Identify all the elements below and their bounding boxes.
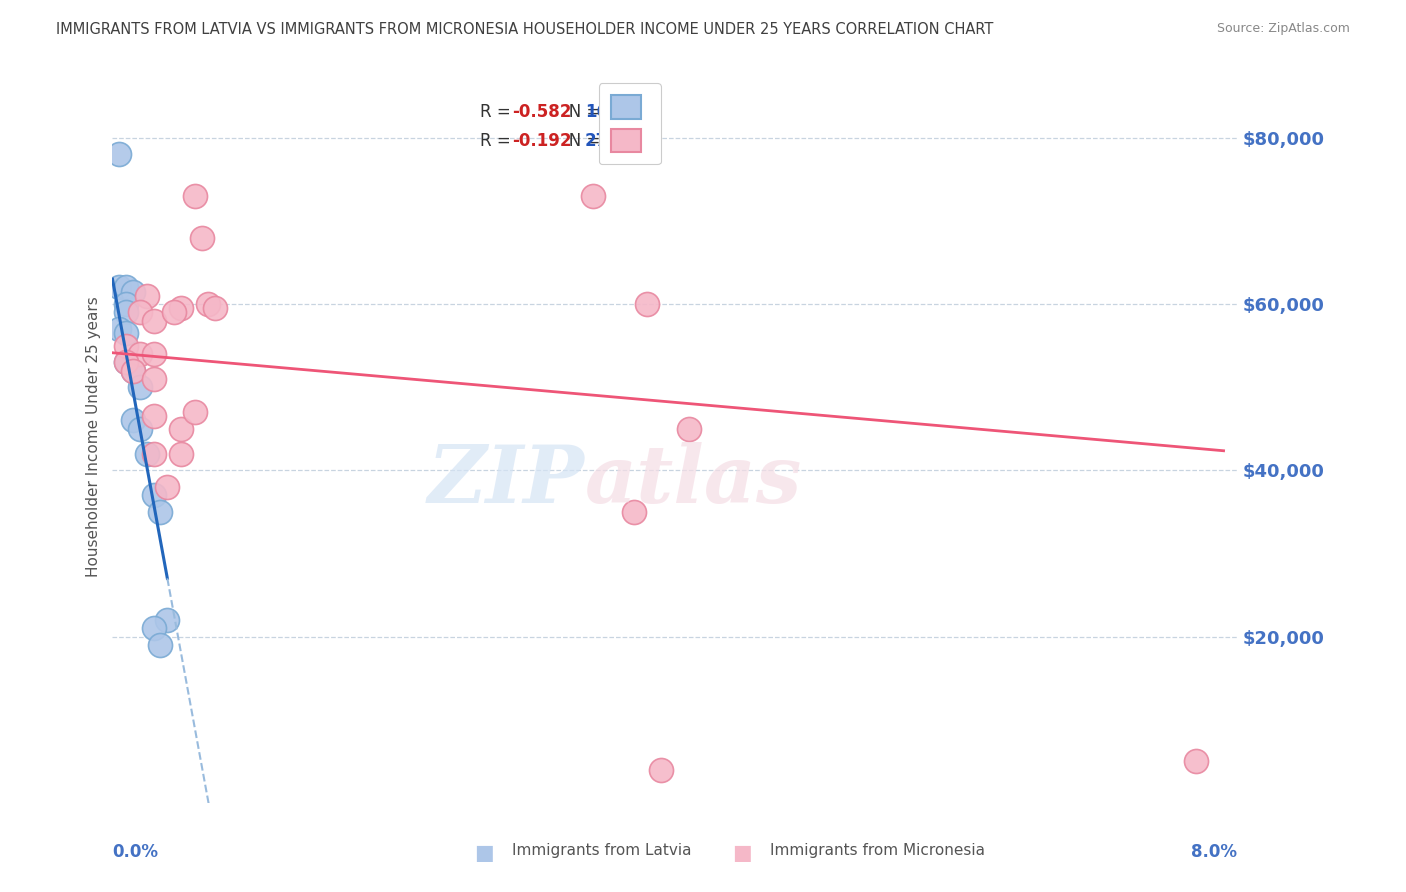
Point <box>122 363 145 377</box>
Point <box>184 405 207 419</box>
Text: N =: N = <box>554 103 606 120</box>
Point <box>122 363 145 377</box>
Point <box>108 322 131 336</box>
Text: N =: N = <box>554 132 606 150</box>
Point <box>142 314 165 328</box>
Text: ZIP: ZIP <box>427 442 585 520</box>
Point <box>108 147 131 161</box>
Point <box>108 280 131 294</box>
Y-axis label: Householder Income Under 25 years: Householder Income Under 25 years <box>86 297 101 577</box>
Point <box>184 189 207 203</box>
Point <box>678 422 700 436</box>
Point <box>1185 754 1208 768</box>
Point <box>129 347 152 361</box>
Point <box>115 305 138 319</box>
Text: ■: ■ <box>474 843 494 863</box>
Point <box>170 447 193 461</box>
Point <box>650 763 672 777</box>
Point <box>129 422 152 436</box>
Point <box>204 301 226 316</box>
Point <box>115 355 138 369</box>
Point <box>115 326 138 341</box>
Text: 27: 27 <box>585 132 609 150</box>
Point <box>170 422 193 436</box>
Point <box>122 285 145 299</box>
Text: -0.582: -0.582 <box>512 103 571 120</box>
Point <box>636 297 658 311</box>
Text: R =: R = <box>481 132 516 150</box>
Point <box>142 347 165 361</box>
Text: atlas: atlas <box>585 442 803 520</box>
Text: 16: 16 <box>585 103 607 120</box>
Text: 0.0%: 0.0% <box>112 843 159 861</box>
Point <box>197 297 219 311</box>
Point <box>156 480 179 494</box>
Point <box>149 638 172 652</box>
Point <box>115 355 138 369</box>
Point <box>129 305 152 319</box>
Point <box>142 621 165 635</box>
Point <box>115 280 138 294</box>
Point <box>135 289 157 303</box>
Point <box>170 301 193 316</box>
Text: Immigrants from Micronesia: Immigrants from Micronesia <box>770 843 986 858</box>
Point <box>142 447 165 461</box>
Point <box>135 447 157 461</box>
Point <box>623 505 645 519</box>
Point <box>142 372 165 386</box>
Text: 8.0%: 8.0% <box>1191 843 1237 861</box>
Text: IMMIGRANTS FROM LATVIA VS IMMIGRANTS FROM MICRONESIA HOUSEHOLDER INCOME UNDER 25: IMMIGRANTS FROM LATVIA VS IMMIGRANTS FRO… <box>56 22 994 37</box>
Point <box>149 505 172 519</box>
Point <box>156 613 179 627</box>
Point <box>142 488 165 502</box>
Point <box>129 380 152 394</box>
Point <box>115 297 138 311</box>
Text: ■: ■ <box>733 843 752 863</box>
Text: R =: R = <box>481 103 516 120</box>
Text: Source: ZipAtlas.com: Source: ZipAtlas.com <box>1216 22 1350 36</box>
Point <box>115 338 138 352</box>
Point <box>163 305 186 319</box>
Legend: , : , <box>599 83 661 164</box>
Point <box>142 409 165 424</box>
Point <box>190 230 212 244</box>
Text: -0.192: -0.192 <box>512 132 571 150</box>
Text: Immigrants from Latvia: Immigrants from Latvia <box>512 843 692 858</box>
Point <box>581 189 603 203</box>
Point <box>122 413 145 427</box>
